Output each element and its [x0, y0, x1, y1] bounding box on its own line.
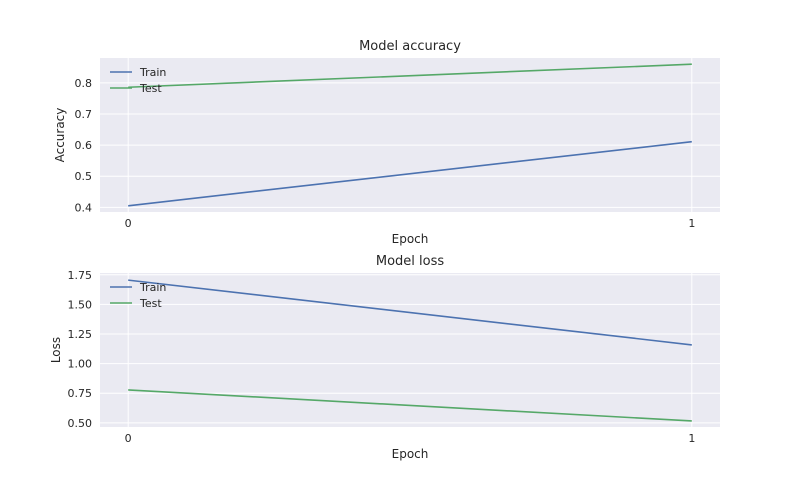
loss-y-tick-label: 0.50 [68, 417, 93, 430]
loss-y-tick-label: 0.75 [68, 387, 93, 400]
loss-x-axis-label: Epoch [392, 447, 429, 461]
loss-x-tick-label: 1 [688, 432, 695, 445]
accuracy-legend: Train Test [110, 66, 166, 95]
accuracy-y-tick-label: 0.7 [75, 108, 93, 121]
loss-y-axis-label: Loss [49, 337, 63, 363]
accuracy-series-train-line [128, 140, 692, 207]
accuracy-x-axis-label: Epoch [392, 232, 429, 246]
accuracy-y-tick-label: 0.6 [75, 139, 93, 152]
accuracy-legend-label-test: Test [139, 82, 162, 95]
loss-plot-area [100, 273, 720, 427]
loss-y-tick-label: 1.50 [68, 298, 93, 311]
loss-y-tick-label: 1.75 [68, 269, 93, 282]
accuracy-chart-title: Model accuracy [359, 39, 461, 54]
accuracy-series-test-line [128, 63, 692, 89]
accuracy-y-tick-label: 0.4 [75, 201, 93, 214]
loss-chart: 0.50 0.75 1.00 1.25 1.50 1.75 0 1 Train Test Model… [49, 254, 720, 461]
accuracy-chart: 0.4 0.5 0.6 0.7 0.8 0 1 Train Test Model accuracy… [53, 39, 720, 246]
loss-x-tick-label: 0 [125, 432, 132, 445]
accuracy-x-tick-label: 1 [688, 217, 695, 230]
accuracy-y-axis-label: Accuracy [53, 108, 67, 163]
accuracy-y-tick-label: 0.8 [75, 77, 93, 90]
loss-legend-label-test: Test [139, 297, 162, 310]
loss-series-train-line [128, 279, 692, 346]
accuracy-legend-label-train: Train [139, 66, 166, 79]
accuracy-x-tick-label: 0 [125, 217, 132, 230]
loss-legend-label-train: Train [139, 281, 166, 294]
accuracy-plot-area [100, 58, 720, 212]
accuracy-y-tick-label: 0.5 [75, 170, 93, 183]
loss-y-tick-label: 1.25 [68, 328, 93, 341]
loss-legend: Train Test [110, 281, 166, 310]
loss-y-tick-label: 1.00 [68, 358, 93, 371]
loss-chart-title: Model loss [376, 254, 445, 269]
loss-series-test-line [128, 389, 692, 422]
